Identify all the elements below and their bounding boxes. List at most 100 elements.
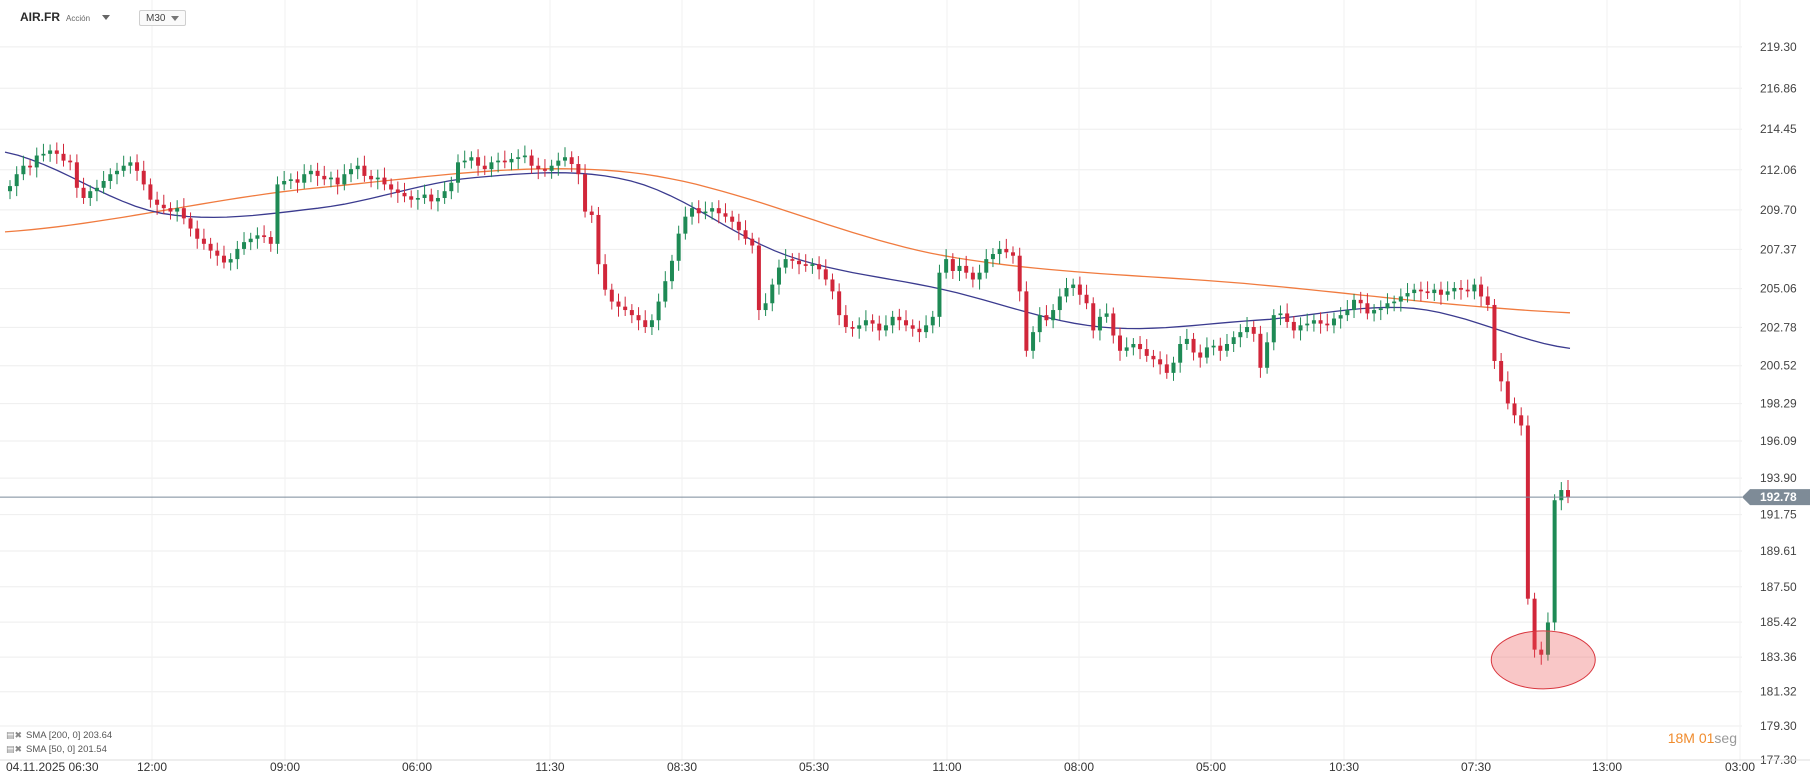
candle [288, 173, 293, 189]
candle [476, 149, 481, 176]
legend-settings-icon[interactable]: ▤✖ [6, 744, 23, 754]
candle [977, 264, 982, 290]
candle [1532, 592, 1537, 658]
candle [736, 213, 741, 241]
candle [990, 248, 995, 268]
candle [14, 166, 19, 197]
y-tick-label: 185.42 [1760, 615, 1797, 629]
candle [1124, 337, 1129, 357]
candle [1472, 278, 1477, 300]
candle [576, 156, 581, 185]
candle [1345, 300, 1350, 322]
candle [743, 220, 748, 245]
x-tick-label: 07:30 [1461, 760, 1491, 774]
candle [228, 253, 233, 271]
candle [1512, 397, 1517, 424]
candle [690, 202, 695, 225]
candle [763, 293, 768, 316]
candle [629, 304, 634, 324]
symbol-label: AIR.FR [20, 10, 60, 24]
candle [623, 296, 628, 316]
candle [88, 185, 93, 206]
candle [295, 171, 300, 193]
chevron-down-icon[interactable] [171, 15, 180, 21]
candle [877, 315, 882, 341]
candle [362, 155, 367, 182]
candle [756, 237, 761, 321]
x-tick-label: 11:30 [535, 760, 564, 774]
candle [1539, 641, 1544, 665]
legend-settings-icon[interactable]: ▤✖ [6, 730, 23, 740]
chevron-down-icon[interactable] [102, 14, 111, 20]
candle [1251, 321, 1256, 342]
candle [262, 225, 267, 243]
candle [696, 200, 701, 224]
candle [1077, 276, 1082, 305]
candle [1552, 494, 1557, 631]
candle [282, 170, 287, 191]
candle [382, 167, 387, 191]
x-tick-label: 13:00 [1592, 760, 1622, 774]
candle [8, 180, 12, 200]
candle [937, 264, 942, 327]
candle [776, 259, 781, 295]
candle [1479, 276, 1484, 307]
candle [1245, 317, 1250, 339]
y-tick-label: 183.36 [1760, 650, 1797, 664]
candle [890, 310, 895, 334]
candle [128, 156, 133, 174]
candle [208, 237, 213, 259]
candle [335, 169, 340, 195]
y-tick-label: 219.30 [1760, 40, 1797, 54]
y-tick-label: 193.90 [1760, 471, 1797, 485]
candle [255, 227, 260, 249]
y-tick-label: 181.32 [1760, 685, 1797, 699]
candle [676, 225, 681, 271]
candle [716, 200, 721, 224]
candle [522, 145, 527, 164]
candle [1291, 315, 1296, 339]
candle [121, 155, 126, 177]
candle [917, 320, 922, 343]
candle [54, 142, 59, 164]
candle [275, 176, 280, 254]
candle [823, 259, 828, 286]
candle [1271, 309, 1276, 351]
candle [549, 159, 554, 179]
y-tick-label: 209.70 [1760, 203, 1797, 217]
candle [964, 255, 969, 279]
candle [1024, 281, 1029, 357]
candle [1084, 284, 1089, 310]
candle [1097, 308, 1102, 341]
x-tick-label: 08:00 [1064, 760, 1094, 774]
candle [830, 273, 835, 300]
candle [155, 191, 160, 215]
candle [536, 157, 541, 180]
candle [1352, 293, 1357, 319]
candle [1398, 288, 1403, 312]
candle [1231, 331, 1236, 352]
timeframe-selector[interactable]: M30 [139, 10, 187, 26]
instrument-selector[interactable]: AIR.FR Acción [20, 10, 111, 24]
candle [1258, 325, 1263, 378]
candle [68, 154, 73, 171]
candle [148, 178, 153, 208]
timeframe-label: M30 [146, 12, 166, 24]
candle [48, 144, 53, 162]
candle [1358, 291, 1363, 314]
candle [1492, 299, 1497, 369]
candle [1305, 313, 1310, 332]
candle [375, 169, 380, 190]
candle [1545, 612, 1550, 661]
candle [683, 206, 688, 240]
candle [141, 160, 146, 191]
candle [997, 240, 1002, 265]
candle [1091, 297, 1096, 339]
x-tick-label: 04.11.2025 06:30 [6, 760, 99, 774]
candle [101, 170, 106, 194]
candle [723, 203, 728, 223]
candle [322, 165, 327, 186]
candle [944, 249, 949, 279]
candle [355, 157, 360, 180]
